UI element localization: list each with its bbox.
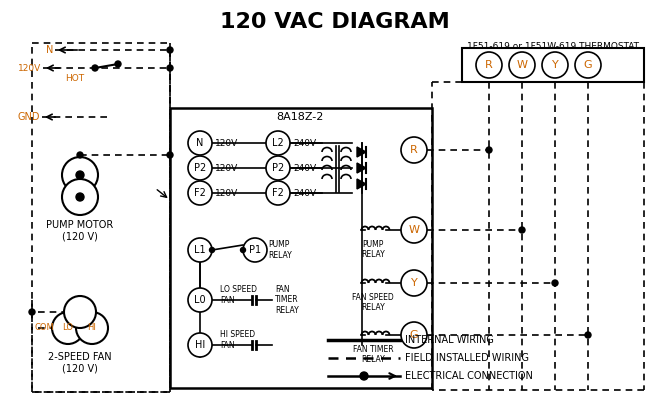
Circle shape (167, 47, 173, 53)
Text: FIELD INSTALLED WIRING: FIELD INSTALLED WIRING (405, 353, 529, 363)
Text: 2-SPEED FAN
(120 V): 2-SPEED FAN (120 V) (48, 352, 112, 374)
Text: COM: COM (34, 323, 54, 333)
Circle shape (76, 312, 108, 344)
Text: W: W (517, 60, 527, 70)
Circle shape (188, 288, 212, 312)
Circle shape (76, 171, 84, 179)
Text: PUMP
RELAY: PUMP RELAY (361, 240, 385, 259)
Text: HI: HI (88, 323, 96, 333)
Text: HOT: HOT (65, 73, 84, 83)
Circle shape (552, 280, 558, 286)
Bar (170, 108, 432, 388)
Text: 120 VAC DIAGRAM: 120 VAC DIAGRAM (220, 12, 450, 32)
Circle shape (167, 152, 173, 158)
Text: Y: Y (411, 278, 417, 288)
Circle shape (401, 270, 427, 296)
Text: 240V: 240V (293, 163, 316, 173)
Text: N: N (196, 138, 204, 148)
Text: F2: F2 (272, 188, 284, 198)
Circle shape (509, 52, 535, 78)
Text: 1F51-619 or 1F51W-619 THERMOSTAT: 1F51-619 or 1F51W-619 THERMOSTAT (467, 42, 639, 51)
Circle shape (29, 309, 35, 315)
Text: R: R (485, 60, 493, 70)
Text: GND: GND (17, 112, 40, 122)
Text: HI: HI (195, 340, 205, 350)
Text: N: N (46, 45, 54, 55)
Circle shape (62, 157, 98, 193)
Text: L2: L2 (272, 138, 284, 148)
Text: ELECTRICAL CONNECTION: ELECTRICAL CONNECTION (405, 371, 533, 381)
Circle shape (401, 217, 427, 243)
Text: INTERNAL WIRING: INTERNAL WIRING (405, 335, 494, 345)
Text: FAN
TIMER
RELAY: FAN TIMER RELAY (275, 285, 299, 315)
Circle shape (188, 156, 212, 180)
Circle shape (64, 296, 96, 328)
Text: 120V: 120V (215, 139, 239, 147)
Circle shape (241, 248, 245, 253)
Text: P1: P1 (249, 245, 261, 255)
Text: 120V: 120V (215, 189, 239, 197)
Circle shape (401, 137, 427, 163)
Text: G: G (584, 60, 592, 70)
Circle shape (188, 238, 212, 262)
Text: P2: P2 (194, 163, 206, 173)
Text: 8A18Z-2: 8A18Z-2 (276, 112, 324, 122)
Text: 120V: 120V (215, 163, 239, 173)
Circle shape (542, 52, 568, 78)
Circle shape (115, 61, 121, 67)
Circle shape (243, 238, 267, 262)
Circle shape (62, 179, 98, 215)
Bar (462, 48, 644, 82)
Circle shape (575, 52, 601, 78)
Polygon shape (357, 163, 366, 173)
Circle shape (266, 131, 290, 155)
Text: HI SPEED
FAN: HI SPEED FAN (220, 330, 255, 350)
Text: L0: L0 (194, 295, 206, 305)
Circle shape (92, 65, 98, 71)
Circle shape (486, 147, 492, 153)
Circle shape (476, 52, 502, 78)
Circle shape (167, 65, 173, 71)
Circle shape (585, 332, 591, 338)
Circle shape (77, 152, 83, 158)
Text: F2: F2 (194, 188, 206, 198)
Circle shape (188, 333, 212, 357)
Circle shape (52, 312, 84, 344)
Text: Y: Y (551, 60, 558, 70)
Text: PUMP MOTOR
(120 V): PUMP MOTOR (120 V) (46, 220, 114, 242)
Circle shape (210, 248, 214, 253)
Text: 240V: 240V (293, 139, 316, 147)
Text: FAN SPEED
RELAY: FAN SPEED RELAY (352, 293, 394, 313)
Text: LO: LO (62, 323, 74, 333)
Polygon shape (357, 179, 366, 189)
Text: FAN TIMER
RELAY: FAN TIMER RELAY (352, 345, 393, 365)
Circle shape (76, 193, 84, 201)
Text: W: W (409, 225, 419, 235)
Text: 120V: 120V (18, 64, 42, 72)
Text: 240V: 240V (293, 189, 316, 197)
Circle shape (266, 181, 290, 205)
Polygon shape (357, 147, 366, 157)
Circle shape (188, 131, 212, 155)
Text: L1: L1 (194, 245, 206, 255)
Circle shape (401, 322, 427, 348)
Text: G: G (409, 330, 418, 340)
Text: P2: P2 (272, 163, 284, 173)
Circle shape (519, 227, 525, 233)
Circle shape (188, 181, 212, 205)
Text: R: R (410, 145, 418, 155)
Text: LO SPEED
FAN: LO SPEED FAN (220, 285, 257, 305)
Circle shape (360, 372, 368, 380)
Circle shape (266, 156, 290, 180)
Text: PUMP
RELAY: PUMP RELAY (268, 241, 291, 260)
